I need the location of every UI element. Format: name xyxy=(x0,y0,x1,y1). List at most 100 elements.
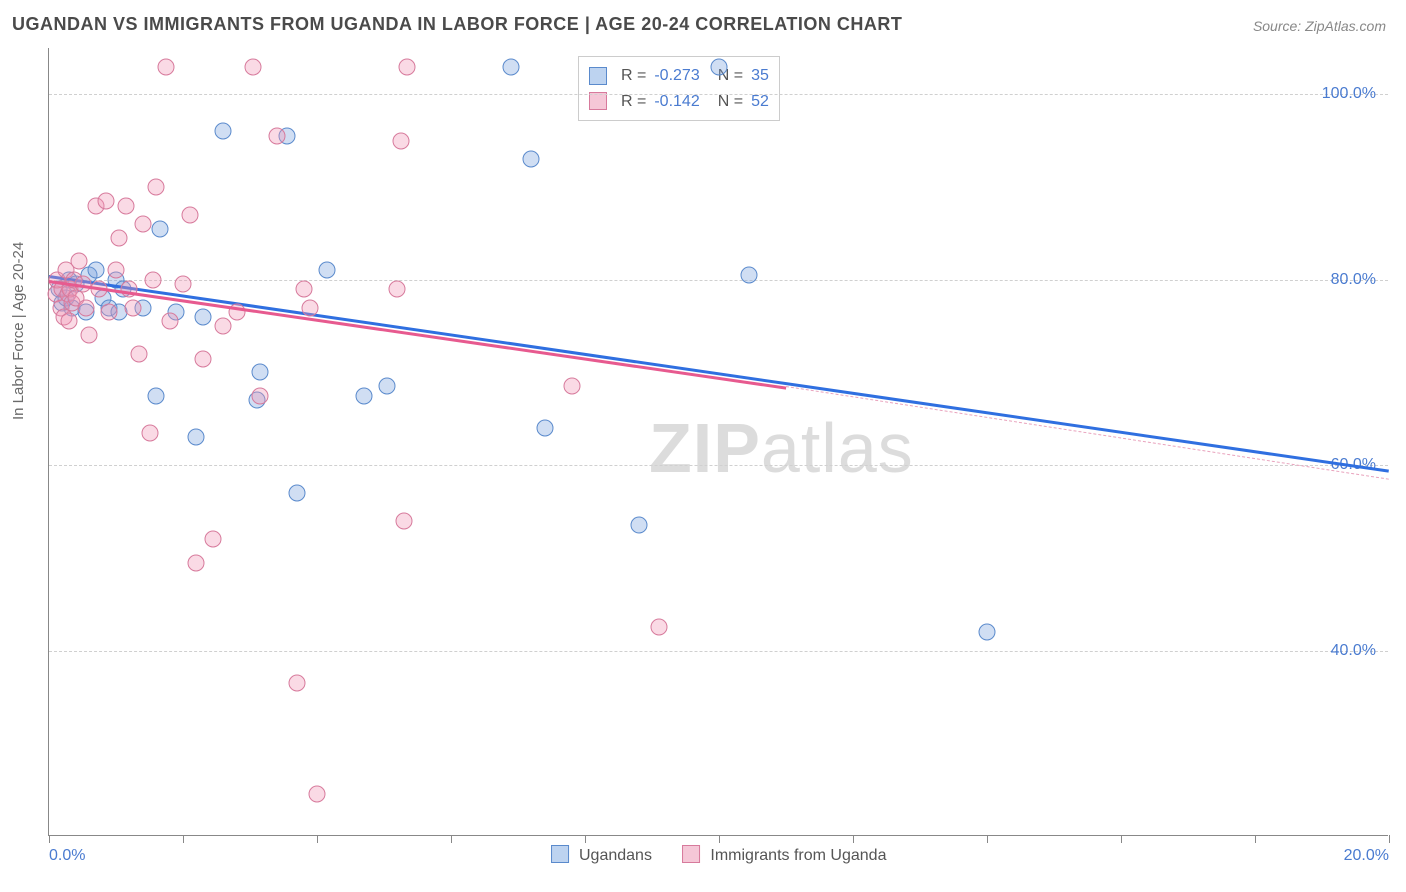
x-tick xyxy=(853,835,854,843)
data-point-immigrants xyxy=(302,299,319,316)
data-point-ugandans xyxy=(711,58,728,75)
data-point-immigrants xyxy=(399,58,416,75)
data-point-ugandans xyxy=(379,378,396,395)
data-point-immigrants xyxy=(288,675,305,692)
data-point-immigrants xyxy=(215,318,232,335)
y-tick-label: 80.0% xyxy=(1331,271,1376,289)
data-point-immigrants xyxy=(61,313,78,330)
r-value-immigrants: -0.142 xyxy=(654,89,699,115)
x-tick xyxy=(451,835,452,843)
data-point-immigrants xyxy=(141,424,158,441)
y-axis-label: In Labor Force | Age 20-24 xyxy=(10,242,27,420)
legend-row-immigrants: R = -0.142 N = 52 xyxy=(589,89,769,115)
swatch-ugandans xyxy=(589,67,607,85)
x-tick xyxy=(585,835,586,843)
correlation-legend: R = -0.273 N = 35 R = -0.142 N = 52 xyxy=(578,56,780,121)
swatch-ugandans-bottom xyxy=(551,845,569,863)
data-point-immigrants xyxy=(108,262,125,279)
data-point-ugandans xyxy=(288,484,305,501)
x-tick-label: 0.0% xyxy=(49,847,85,865)
x-tick-label: 20.0% xyxy=(1344,847,1389,865)
watermark-atlas: atlas xyxy=(761,409,914,487)
x-tick xyxy=(719,835,720,843)
trend-line xyxy=(49,280,786,390)
x-tick xyxy=(987,835,988,843)
data-point-ugandans xyxy=(87,262,104,279)
data-point-ugandans xyxy=(188,429,205,446)
data-point-immigrants xyxy=(148,179,165,196)
data-point-ugandans xyxy=(741,267,758,284)
data-point-ugandans xyxy=(252,364,269,381)
data-point-immigrants xyxy=(158,58,175,75)
data-point-ugandans xyxy=(630,517,647,534)
r-label: R = xyxy=(621,89,646,115)
source-attribution: Source: ZipAtlas.com xyxy=(1253,18,1386,34)
x-tick xyxy=(1389,835,1390,843)
data-point-immigrants xyxy=(77,299,94,316)
y-tick-label: 100.0% xyxy=(1322,85,1376,103)
x-tick xyxy=(49,835,50,843)
x-tick xyxy=(183,835,184,843)
series-legend: Ugandans Immigrants from Uganda xyxy=(551,845,887,865)
data-point-immigrants xyxy=(389,281,406,298)
data-point-ugandans xyxy=(151,220,168,237)
gridline-h xyxy=(49,651,1388,652)
data-point-immigrants xyxy=(195,350,212,367)
data-point-immigrants xyxy=(309,786,326,803)
y-tick-label: 40.0% xyxy=(1331,642,1376,660)
data-point-immigrants xyxy=(268,128,285,145)
data-point-immigrants xyxy=(295,281,312,298)
data-point-immigrants xyxy=(245,58,262,75)
data-point-immigrants xyxy=(134,216,151,233)
r-label: R = xyxy=(621,63,646,89)
legend-row-ugandans: R = -0.273 N = 35 xyxy=(589,63,769,89)
data-point-immigrants xyxy=(144,271,161,288)
legend-item-ugandans: Ugandans xyxy=(551,845,652,865)
data-point-immigrants xyxy=(205,531,222,548)
data-point-ugandans xyxy=(979,624,996,641)
watermark-zip: ZIP xyxy=(649,409,761,487)
x-tick xyxy=(317,835,318,843)
x-tick xyxy=(1121,835,1122,843)
data-point-ugandans xyxy=(503,58,520,75)
data-point-immigrants xyxy=(396,512,413,529)
data-point-ugandans xyxy=(355,387,372,404)
swatch-immigrants-bottom xyxy=(682,845,700,863)
data-point-immigrants xyxy=(101,304,118,321)
gridline-h xyxy=(49,465,1388,466)
legend-label-ugandans: Ugandans xyxy=(579,847,652,864)
x-tick xyxy=(1255,835,1256,843)
data-point-immigrants xyxy=(252,387,269,404)
data-point-ugandans xyxy=(536,420,553,437)
data-point-immigrants xyxy=(97,192,114,209)
legend-label-immigrants: Immigrants from Uganda xyxy=(710,847,886,864)
data-point-immigrants xyxy=(124,299,141,316)
n-label: N = xyxy=(718,89,743,115)
data-point-immigrants xyxy=(181,206,198,223)
chart-title: UGANDAN VS IMMIGRANTS FROM UGANDA IN LAB… xyxy=(12,14,902,35)
data-point-immigrants xyxy=(392,132,409,149)
data-point-immigrants xyxy=(188,554,205,571)
data-point-ugandans xyxy=(195,308,212,325)
gridline-h xyxy=(49,94,1388,95)
trend-line xyxy=(49,275,1389,473)
data-point-ugandans xyxy=(523,151,540,168)
data-point-immigrants xyxy=(650,619,667,636)
data-point-immigrants xyxy=(563,378,580,395)
data-point-immigrants xyxy=(161,313,178,330)
watermark: ZIPatlas xyxy=(649,408,914,488)
data-point-immigrants xyxy=(118,197,135,214)
data-point-ugandans xyxy=(148,387,165,404)
legend-item-immigrants: Immigrants from Uganda xyxy=(682,845,887,865)
n-value-immigrants: 52 xyxy=(751,89,769,115)
data-point-immigrants xyxy=(81,327,98,344)
gridline-h xyxy=(49,280,1388,281)
n-value-ugandans: 35 xyxy=(751,63,769,89)
data-point-immigrants xyxy=(131,345,148,362)
data-point-ugandans xyxy=(215,123,232,140)
r-value-ugandans: -0.273 xyxy=(654,63,699,89)
data-point-immigrants xyxy=(111,230,128,247)
data-point-immigrants xyxy=(175,276,192,293)
scatter-plot-area: ZIPatlas R = -0.273 N = 35 R = -0.142 N … xyxy=(48,48,1388,836)
data-point-ugandans xyxy=(319,262,336,279)
